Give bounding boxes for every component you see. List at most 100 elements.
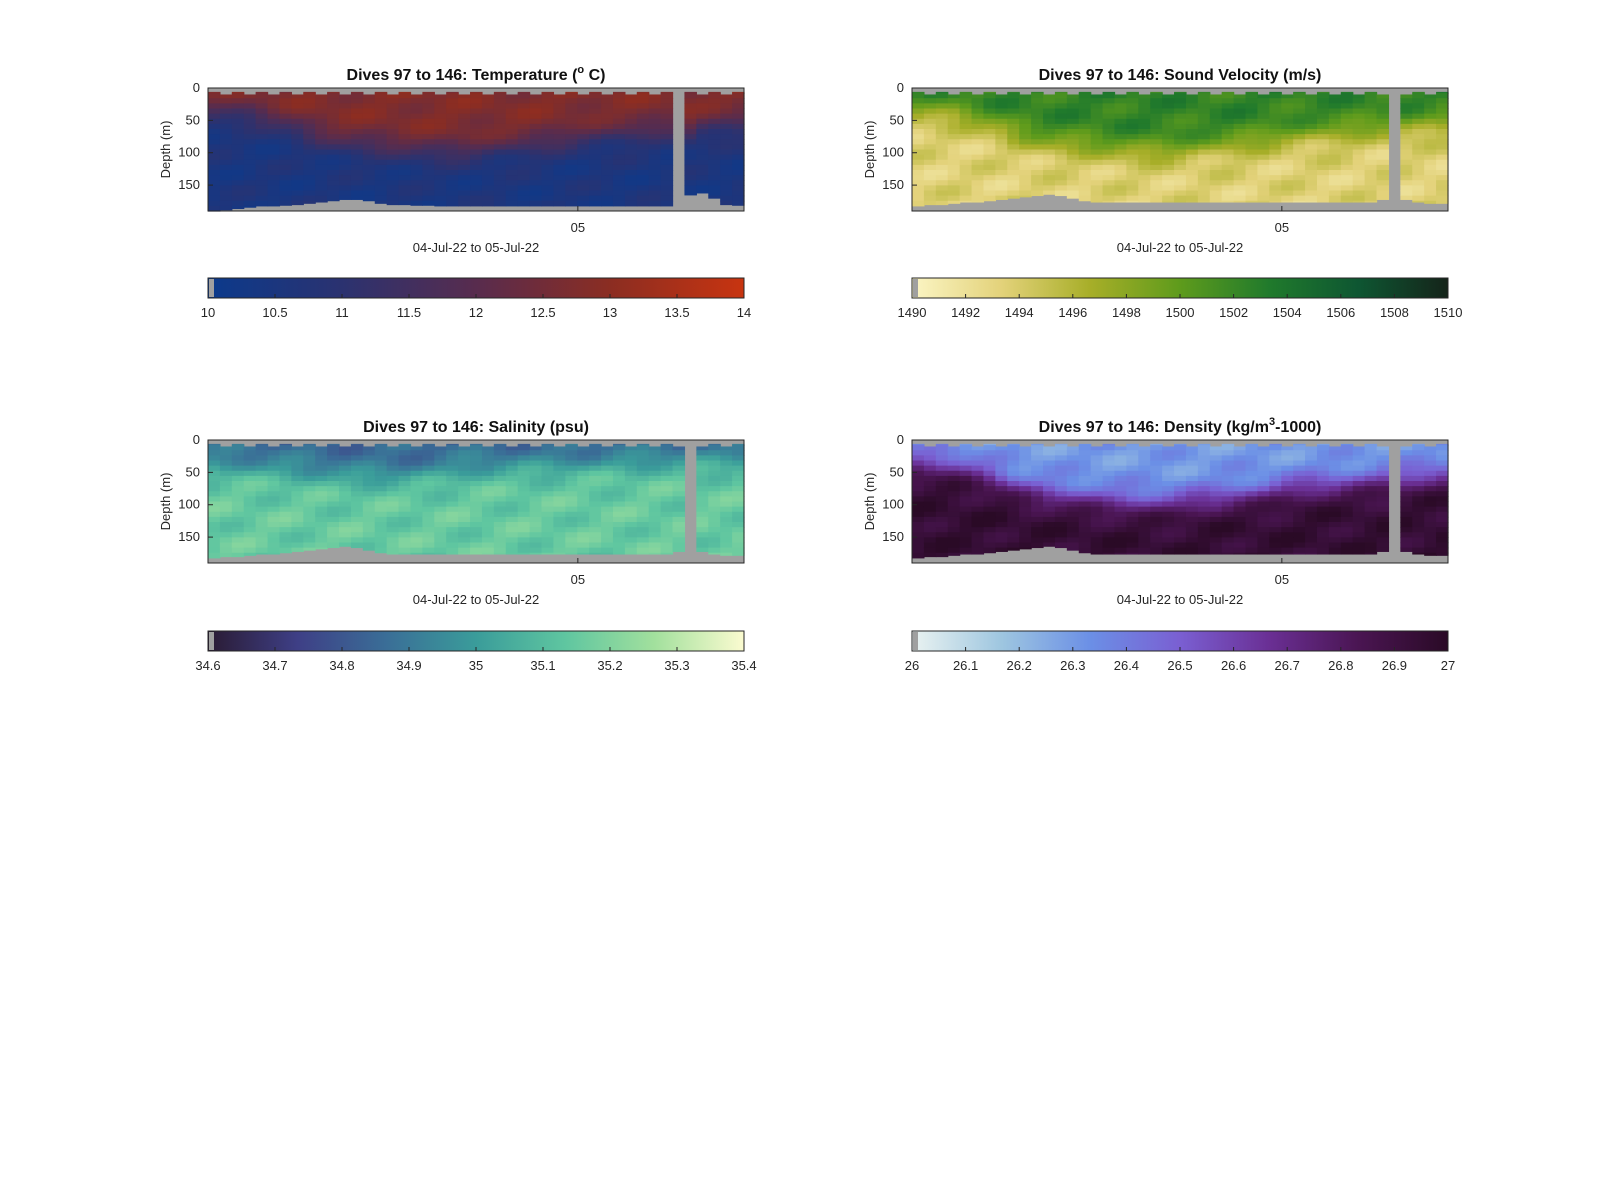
heatmap-cell	[315, 506, 328, 513]
heatmap-cell	[589, 470, 602, 477]
heatmap-cell	[589, 486, 602, 492]
heatmap-cell	[1305, 164, 1318, 171]
heatmap-cell	[458, 175, 471, 181]
heatmap-cell	[1078, 118, 1092, 125]
heatmap-cell	[553, 486, 566, 492]
heatmap-cell	[208, 542, 221, 549]
heatmap-cell	[1293, 134, 1306, 140]
heatmap-cell	[291, 129, 304, 135]
heatmap-cell	[386, 552, 400, 555]
heatmap-cell	[1281, 139, 1294, 145]
heatmap-cell	[589, 175, 602, 181]
heatmap-cell	[327, 129, 340, 135]
heatmap-cell	[243, 446, 257, 451]
y-axis-label: Depth (m)	[862, 473, 877, 531]
heatmap-cell	[1436, 496, 1449, 503]
heatmap-cell	[1185, 501, 1199, 508]
heatmap-cell	[517, 129, 531, 135]
heatmap-cell	[1436, 175, 1449, 181]
heatmap-cell	[959, 491, 973, 497]
colorbar-nodata-swatch	[209, 279, 214, 297]
heatmap-cell	[1376, 149, 1390, 156]
heatmap-cell	[327, 180, 340, 186]
heatmap-cell	[1269, 537, 1282, 544]
heatmap-cell	[636, 108, 650, 115]
heatmap-cell	[267, 113, 281, 120]
heatmap-cell	[362, 195, 376, 202]
heatmap-cell	[589, 552, 602, 555]
heatmap-cell	[553, 154, 566, 161]
heatmap-cell	[1102, 185, 1116, 192]
heatmap-cell	[422, 522, 435, 528]
heatmap-cell	[1007, 475, 1020, 482]
heatmap-cell	[1400, 475, 1413, 482]
heatmap-cell	[517, 195, 531, 202]
heatmap-cell	[1281, 491, 1294, 497]
heatmap-cell	[612, 532, 626, 538]
heatmap-cell	[648, 460, 662, 467]
heatmap-cell	[410, 134, 423, 140]
heatmap-cell	[398, 481, 412, 487]
y-tick-label: 50	[890, 464, 904, 479]
heatmap-cell	[1340, 552, 1354, 555]
heatmap-cell	[1316, 113, 1330, 120]
heatmap-cell	[279, 516, 292, 523]
heatmap-cell	[1424, 170, 1437, 176]
heatmap-cell	[1185, 195, 1199, 202]
heatmap-cell	[1436, 542, 1449, 549]
heatmap-cell	[612, 180, 626, 186]
heatmap-cell	[517, 516, 531, 523]
heatmap-cell	[1209, 159, 1223, 166]
heatmap-cell	[279, 159, 292, 166]
heatmap-cell	[708, 98, 721, 104]
heatmap-cell	[315, 149, 328, 156]
heatmap-cell	[458, 516, 471, 523]
heatmap-cell	[303, 501, 316, 508]
heatmap-cell	[1412, 144, 1425, 151]
heatmap-cell	[612, 511, 626, 518]
heatmap-cell	[398, 134, 412, 140]
heatmap-cell	[1281, 103, 1294, 110]
heatmap-cell	[1245, 460, 1259, 467]
heatmap-cell	[1316, 129, 1330, 135]
heatmap-cell	[983, 185, 996, 192]
heatmap-cell	[1316, 481, 1330, 487]
heatmap-cell	[279, 139, 292, 145]
heatmap-cell	[1424, 139, 1437, 145]
heatmap-cell	[1328, 552, 1342, 555]
heatmap-cell	[672, 481, 686, 487]
heatmap-cell	[1150, 93, 1163, 99]
heatmap-cell	[1043, 542, 1056, 547]
heatmap-cell	[720, 501, 733, 508]
heatmap-cell	[505, 496, 519, 503]
heatmap-cell	[1185, 496, 1199, 503]
heatmap-cell	[959, 113, 973, 120]
heatmap-cell	[1257, 164, 1270, 171]
heatmap-cell	[255, 123, 269, 130]
heatmap-cell	[1031, 175, 1044, 181]
heatmap-cell	[1114, 450, 1127, 456]
heatmap-cell	[267, 506, 281, 513]
heatmap-cell	[410, 496, 423, 503]
heatmap-cell	[1293, 190, 1306, 197]
heatmap-cell	[529, 486, 543, 492]
heatmap-cell	[696, 180, 709, 186]
heatmap-cell	[1031, 506, 1044, 513]
heatmap-cell	[636, 527, 650, 533]
heatmap-cell	[959, 139, 973, 145]
heatmap-cell	[1043, 486, 1056, 492]
heatmap-cell	[1126, 98, 1139, 104]
heatmap-cell	[624, 190, 638, 197]
heatmap-cell	[923, 450, 937, 456]
heatmap-cell	[983, 113, 996, 120]
heatmap-cell	[1078, 190, 1092, 197]
heatmap-cell	[1364, 129, 1378, 135]
heatmap-cell	[720, 542, 733, 549]
heatmap-cell	[398, 103, 412, 110]
heatmap-cell	[912, 164, 925, 171]
heatmap-cell	[1245, 450, 1259, 456]
heatmap-cell	[1114, 460, 1127, 467]
colorbar-tick-label: 26.9	[1382, 658, 1407, 673]
heatmap-cell	[565, 93, 578, 99]
heatmap-cell	[303, 532, 316, 538]
